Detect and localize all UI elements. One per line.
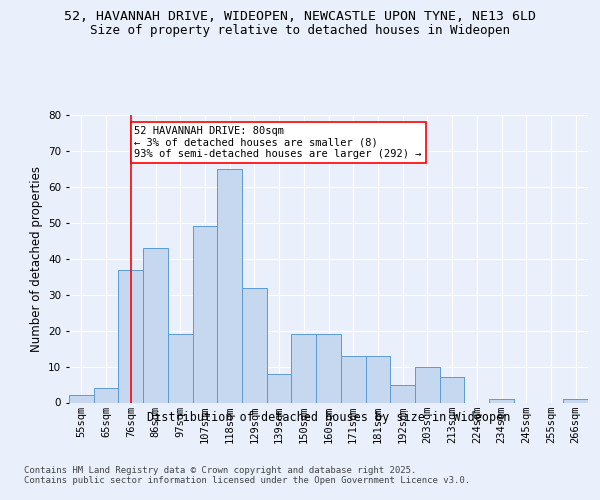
Text: 52 HAVANNAH DRIVE: 80sqm
← 3% of detached houses are smaller (8)
93% of semi-det: 52 HAVANNAH DRIVE: 80sqm ← 3% of detache… <box>134 126 422 159</box>
Y-axis label: Number of detached properties: Number of detached properties <box>29 166 43 352</box>
Text: Size of property relative to detached houses in Wideopen: Size of property relative to detached ho… <box>90 24 510 37</box>
Bar <box>143 248 168 402</box>
Bar <box>489 399 514 402</box>
Text: Contains HM Land Registry data © Crown copyright and database right 2025.
Contai: Contains HM Land Registry data © Crown c… <box>24 466 470 485</box>
Bar <box>217 169 242 402</box>
Text: Distribution of detached houses by size in Wideopen: Distribution of detached houses by size … <box>147 411 511 424</box>
Bar <box>440 378 464 402</box>
Bar <box>415 366 440 402</box>
Bar <box>390 384 415 402</box>
Bar <box>168 334 193 402</box>
Bar <box>365 356 390 403</box>
Bar <box>316 334 341 402</box>
Bar <box>563 399 588 402</box>
Bar <box>193 226 217 402</box>
Bar <box>242 288 267 403</box>
Bar <box>94 388 118 402</box>
Bar <box>292 334 316 402</box>
Bar <box>341 356 365 403</box>
Bar <box>267 374 292 402</box>
Bar <box>118 270 143 402</box>
Bar <box>69 396 94 402</box>
Text: 52, HAVANNAH DRIVE, WIDEOPEN, NEWCASTLE UPON TYNE, NE13 6LD: 52, HAVANNAH DRIVE, WIDEOPEN, NEWCASTLE … <box>64 10 536 23</box>
